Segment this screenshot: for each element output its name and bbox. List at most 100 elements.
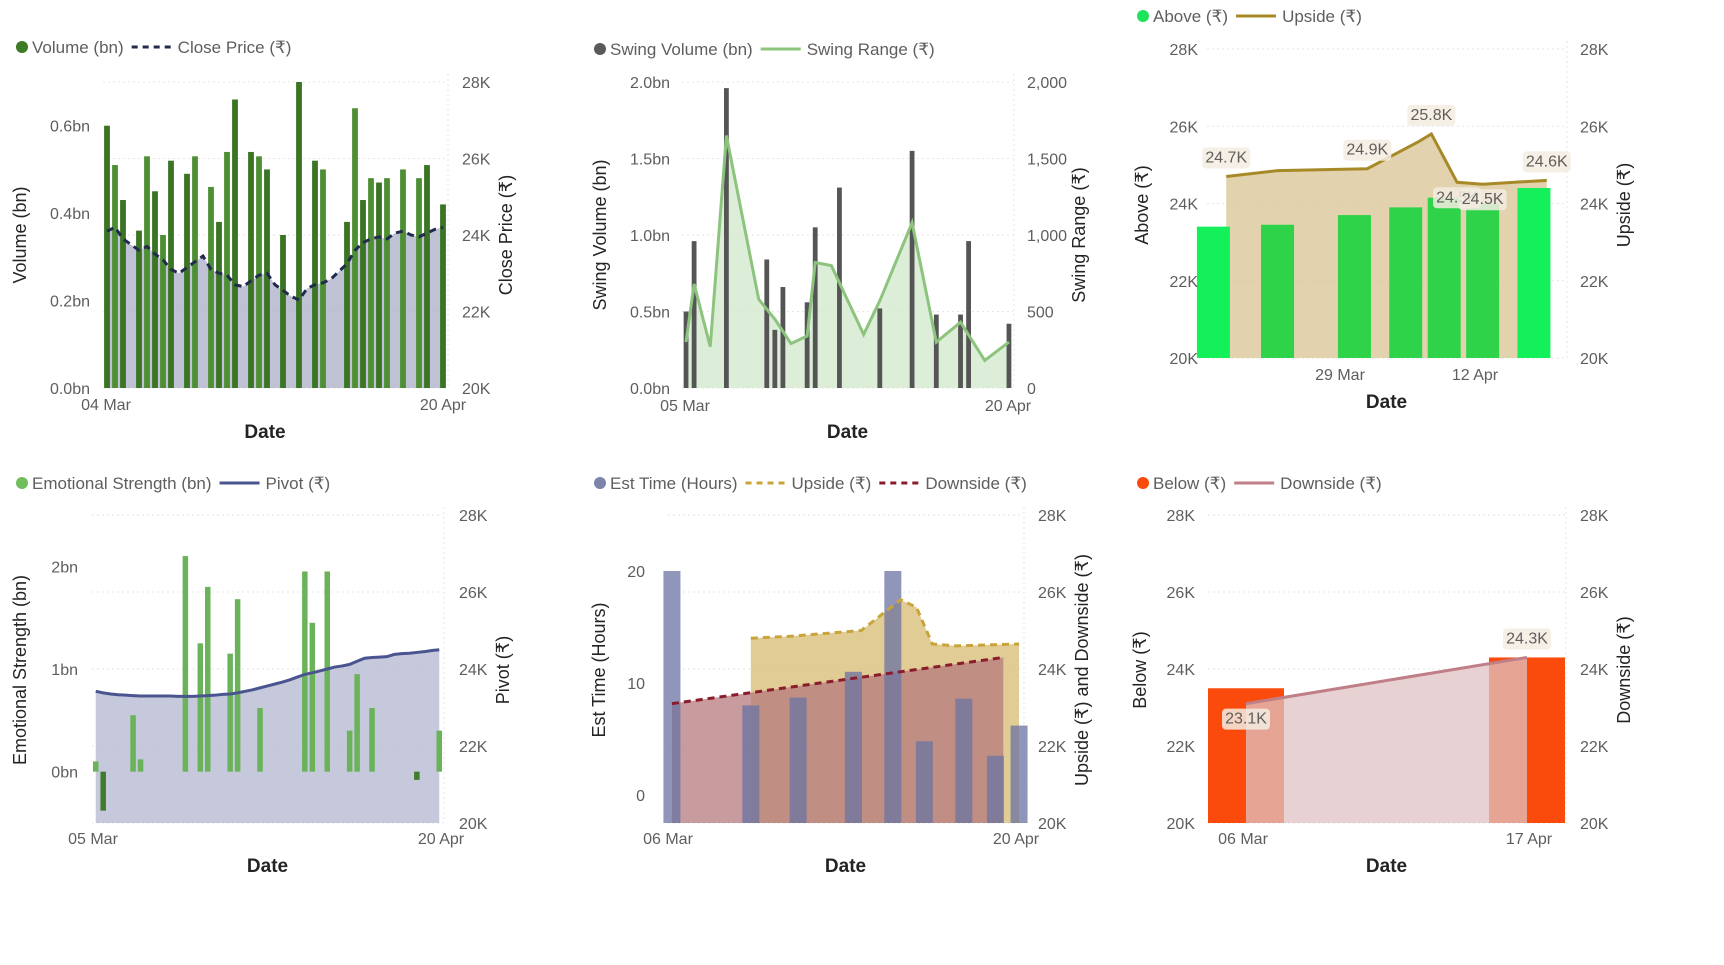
y-right-axis-title: Swing Range (₹): [1069, 167, 1089, 303]
legend-label: Est Time (Hours): [610, 474, 738, 493]
x-tick: 20 Apr: [985, 398, 1032, 415]
x-tick: 17 Apr: [1506, 831, 1553, 848]
legend: Est Time (Hours) Upside (₹) Downside (₹): [594, 474, 1027, 493]
series-line-0: [106, 225, 444, 302]
data-label: 23.1K: [1225, 711, 1267, 728]
y-right-tick: 26K: [1580, 585, 1609, 602]
bar: [256, 156, 262, 388]
bar: [130, 715, 136, 772]
bar: [354, 674, 360, 772]
legend: Above (₹) Upside (₹): [1137, 7, 1362, 26]
legend: Swing Volume (bn) Swing Range (₹): [594, 40, 935, 59]
bar: [909, 150, 915, 388]
x-tick: 04 Mar: [81, 397, 131, 414]
bar: [1196, 226, 1230, 358]
bar: [683, 311, 689, 388]
bar: [1261, 224, 1295, 358]
y-right-tick: 28K: [1038, 508, 1067, 525]
x-axis-title: Date: [247, 856, 288, 877]
y-left-tick: 22K: [1167, 739, 1196, 756]
bar: [92, 761, 99, 772]
bar: [309, 622, 316, 772]
bar: [234, 599, 241, 772]
bar: [104, 125, 110, 388]
y-right-tick: 24K: [1580, 662, 1609, 679]
series-area-0: [1246, 657, 1527, 823]
data-label: 24.5K: [1462, 191, 1504, 208]
bar: [764, 259, 770, 388]
bar: [205, 586, 211, 772]
y-left-tick: 10: [627, 676, 645, 693]
y-right-tick: 28K: [1580, 42, 1609, 59]
legend-label: Below (₹): [1153, 474, 1226, 493]
y-right-tick: 20K: [1580, 351, 1609, 368]
y-left-tick: 2.0bn: [630, 75, 670, 92]
legend-dot: [594, 477, 606, 489]
y-left-axis-title: Est Time (Hours): [589, 602, 609, 737]
x-axis-title: Date: [827, 422, 868, 443]
y-left-axis-title: Above (₹): [1132, 165, 1152, 244]
bar: [344, 221, 350, 388]
above-upside-chart: 24.7K 24.9K25.8K24.5K24.6K24.5K20K22K24K2…: [1132, 7, 1634, 413]
bar: [877, 308, 883, 388]
bar: [152, 191, 158, 388]
legend-label: Downside (₹): [1280, 474, 1382, 493]
bar: [1337, 215, 1371, 358]
y-right-axis-title: Close Price (₹): [496, 175, 516, 295]
bar: [416, 178, 422, 388]
y-left-tick: 26K: [1167, 585, 1196, 602]
y-right-tick: 500: [1027, 305, 1054, 322]
data-label-bg: [1202, 147, 1251, 169]
bar: [280, 235, 286, 388]
bar: [182, 556, 189, 772]
bar: [346, 730, 353, 772]
y-left-tick: 0.2bn: [50, 294, 90, 311]
y-right-tick: 22K: [1580, 274, 1609, 291]
bar: [232, 99, 238, 388]
y-right-axis-title: Downside (₹): [1614, 616, 1634, 723]
y-right-tick: 24K: [1038, 662, 1067, 679]
bar: [208, 186, 214, 388]
series-line-0: [1226, 131, 1547, 186]
bar: [1010, 725, 1028, 823]
x-axis-title: Date: [1366, 392, 1407, 413]
bar: [369, 708, 375, 772]
bar: [302, 571, 308, 772]
y-right-axis-title: Upside (₹) and Downside (₹): [1072, 554, 1092, 786]
y-right-axis-title: Upside (₹): [1614, 163, 1634, 247]
bar: [772, 329, 778, 388]
series-area-1: [671, 657, 1004, 823]
bar: [257, 708, 263, 772]
bar: [224, 151, 230, 388]
bar: [663, 571, 681, 823]
y-left-tick: 1bn: [51, 662, 78, 679]
below-downside-chart: 23.1K 24.3K 20K 22K 24K 26K 28K 20K 22K 24K 26K 28K…: [1130, 474, 1634, 877]
x-axis-title: Date: [244, 422, 285, 443]
bar: [324, 571, 330, 772]
bar: [915, 741, 933, 823]
bar: [812, 227, 818, 388]
x-tick: 20 Apr: [418, 831, 465, 848]
y-right-axis-title: Pivot (₹): [493, 636, 513, 704]
y-left-tick: 24K: [1170, 197, 1199, 214]
series-line-0: [684, 135, 1010, 363]
legend-label: Swing Volume (bn): [610, 40, 753, 59]
bar: [264, 169, 270, 388]
bar: [352, 108, 358, 388]
swing-chart: 0.0bn 0.5bn 1.0bn 1.5bn 2.0bn 0 500 1,000 1,500 2…: [590, 40, 1089, 443]
bar: [112, 165, 118, 388]
bar: [184, 173, 190, 388]
legend-label: Pivot (₹): [266, 474, 331, 493]
bar: [296, 82, 302, 388]
y-left-axis-title: Below (₹): [1130, 631, 1150, 708]
data-label-bg: [1407, 104, 1456, 126]
y-left-tick: 0bn: [51, 765, 78, 782]
legend: Emotional Strength (bn) Pivot (₹): [16, 474, 330, 493]
y-right-tick: 22K: [1580, 739, 1609, 756]
y-right-tick: 22K: [1038, 739, 1067, 756]
y-right-tick: 28K: [462, 75, 491, 92]
x-tick: 29 Mar: [1315, 367, 1365, 384]
x-tick: 12 Apr: [1452, 367, 1499, 384]
x-tick: 05 Mar: [68, 831, 118, 848]
bar: [197, 643, 204, 772]
